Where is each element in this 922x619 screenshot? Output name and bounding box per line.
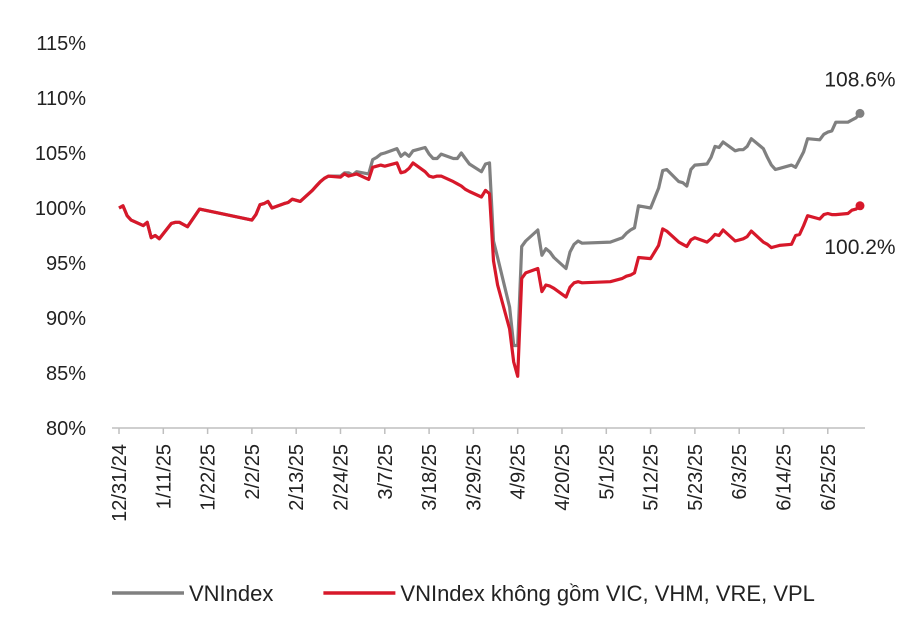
x-axis-tick-marks [118, 428, 829, 434]
x-tick-label: 2/13/25 [286, 444, 308, 511]
y-axis-tick-labels: 80% 85% 90% 95% 100% 105% 110% 115% [35, 33, 86, 440]
series-end-label: 100.2% [824, 236, 895, 259]
legend-label: VNIndex [189, 581, 273, 606]
x-tick-label: 2/24/25 [330, 444, 352, 511]
x-tick-label: 2/2/25 [242, 444, 264, 500]
y-tick-label: 115% [36, 33, 86, 55]
legend-label: VNIndex không gồm VIC, VHM, VRE, VPL [400, 581, 815, 606]
x-tick-label: 6/14/25 [773, 444, 795, 511]
series-end-marker [855, 108, 865, 118]
series-line-vnindex [118, 112, 862, 348]
series-end-marker [855, 201, 865, 211]
y-tick-label: 100% [35, 198, 86, 220]
series-line-vnindex-ex-vingroup [118, 161, 862, 378]
series-end-label: 108.6% [824, 68, 895, 91]
x-tick-label: 1/11/25 [153, 444, 175, 509]
x-tick-label: 6/3/25 [729, 444, 751, 500]
x-tick-label: 3/18/25 [419, 444, 441, 511]
x-tick-label: 5/23/25 [685, 444, 707, 511]
series-lines [118, 112, 862, 378]
x-tick-label: 5/1/25 [596, 444, 618, 500]
x-tick-label: 1/22/25 [198, 444, 220, 511]
x-tick-label: 4/9/25 [508, 444, 530, 500]
y-tick-label: 90% [46, 308, 86, 330]
x-tick-label: 5/12/25 [641, 444, 663, 511]
end-point-labels: 108.6% 100.2% [824, 68, 895, 258]
y-tick-label: 110% [36, 88, 86, 110]
x-axis-tick-labels: 12/31/24 1/11/25 1/22/25 2/2/25 2/13/25 2/24/… [109, 444, 840, 522]
legend: VNIndex VNIndex không gồm VIC, VHM, VRE, … [112, 581, 815, 606]
y-tick-label: 85% [46, 363, 86, 385]
x-tick-label: 6/25/25 [818, 444, 840, 511]
x-tick-label: 3/7/25 [375, 444, 397, 500]
x-tick-label: 3/29/25 [463, 444, 485, 511]
y-tick-label: 95% [46, 253, 86, 275]
x-tick-label: 4/20/25 [552, 444, 574, 511]
end-point-markers [855, 108, 865, 211]
x-tick-label: 12/31/24 [109, 444, 131, 522]
y-tick-label: 105% [35, 143, 86, 165]
y-tick-label: 80% [46, 418, 86, 440]
